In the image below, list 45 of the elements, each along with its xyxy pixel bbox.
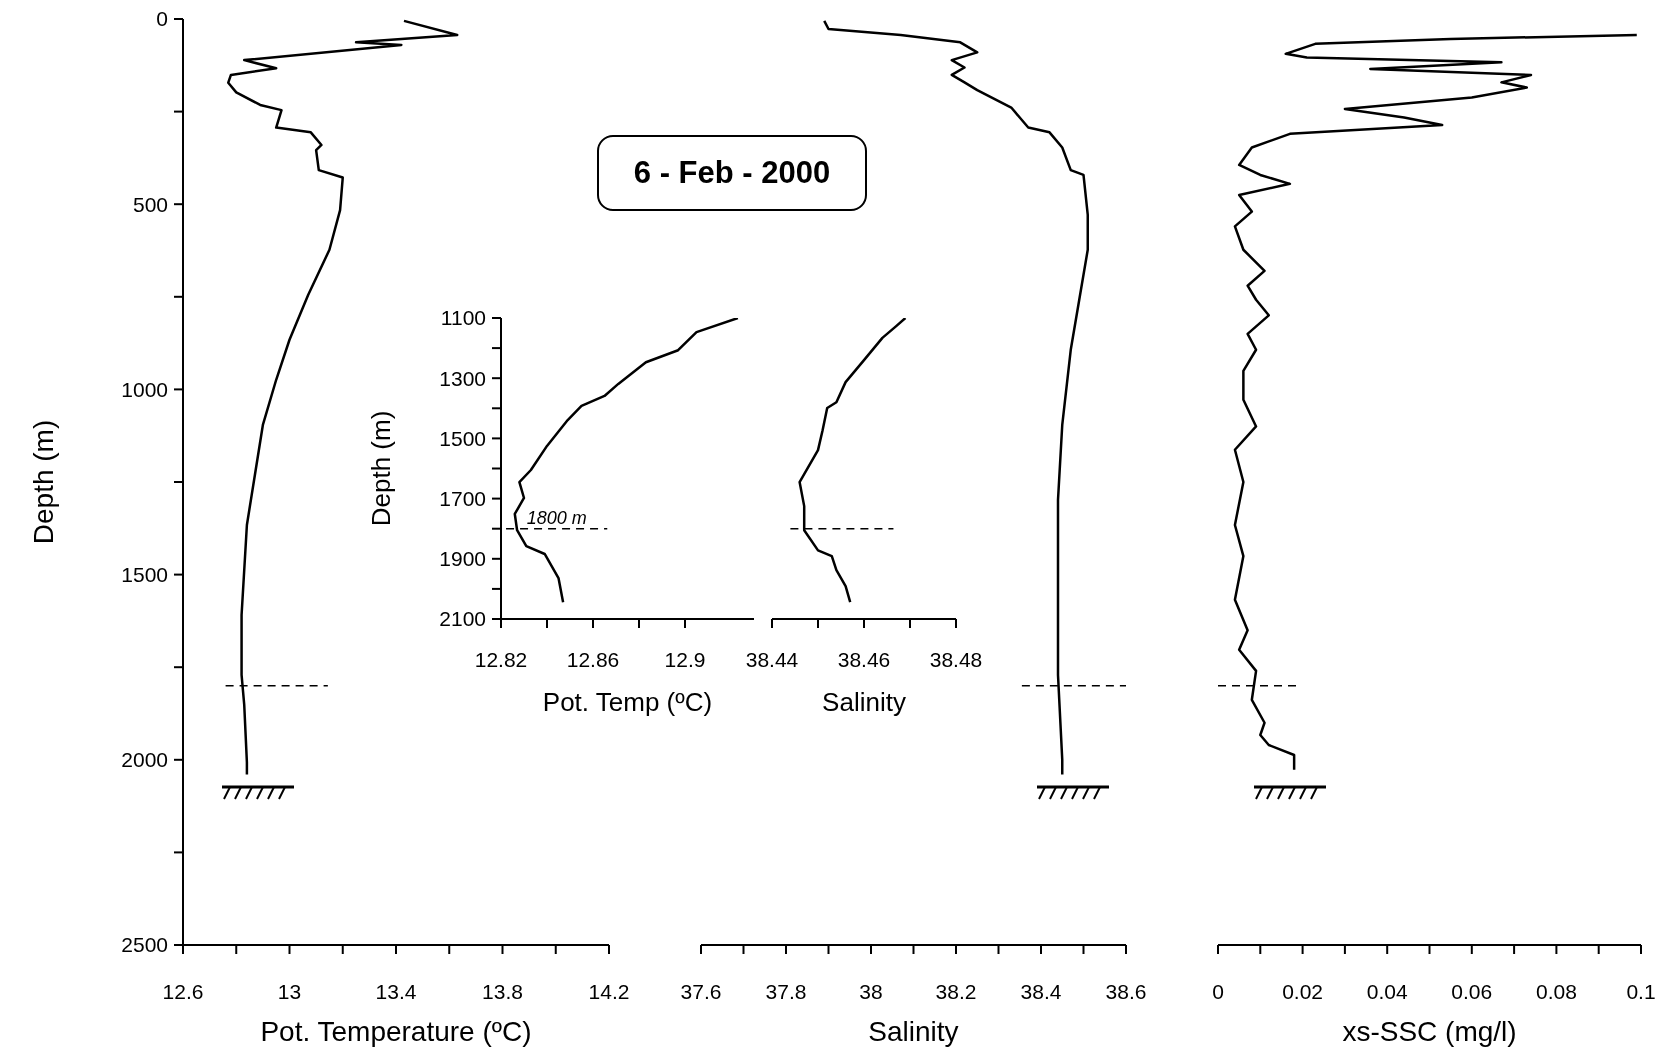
x-tick-label: 38 [859,979,883,1003]
x-tick-label: 0.06 [1451,979,1493,1003]
x-tick-label: 0.08 [1535,979,1577,1003]
y-tick-label: 500 [132,192,168,216]
x-axis-title: Pot. Temperature (ºC) [260,1016,532,1047]
x-tick-label: 14.2 [588,979,630,1003]
x-tick-label: 0 [1212,979,1224,1003]
y-tick-label: 1500 [121,563,168,587]
x-tick-label: 12.86 [566,647,620,671]
x-axis-title: Pot. Temp (ºC) [542,687,713,717]
x-tick-label: 37.8 [765,979,807,1003]
x-tick-label: 38.46 [837,647,891,671]
x-tick-label: 12.6 [162,979,204,1003]
x-tick-label: 38.48 [929,647,983,671]
x-tick-label: 0.02 [1282,979,1324,1003]
y-axis-title: Depth (m) [27,419,59,545]
x-tick-label: 38.2 [935,979,977,1003]
y-tick-label: 1100 [440,306,486,330]
y-tick-label: 2500 [121,933,168,957]
y-tick-label: 1300 [439,366,486,390]
x-tick-label: 13.8 [482,979,523,1003]
x-tick-label: 13.4 [375,979,417,1003]
y-tick-label: 1700 [439,487,486,511]
x-axis-title: xs-SSC (mg/l) [1342,1016,1517,1047]
x-axis-title: Salinity [868,1016,959,1047]
y-tick-label: 1500 [439,426,486,450]
ref-line-label: 1800 m [526,507,587,528]
text: 6 - Feb - 2000 [597,135,867,211]
x-tick-label: 38.4 [1020,979,1062,1003]
x-axis-title: Salinity [822,687,906,717]
y-tick-label: 0 [156,7,168,31]
x-tick-label: 12.82 [474,647,528,671]
x-tick-label: 0.1 [1626,979,1656,1003]
y-axis-title: Depth (m) [366,410,397,527]
x-tick-label: 0.04 [1366,979,1408,1003]
line-series [513,318,740,604]
y-tick-label: 2000 [121,748,168,772]
x-tick-label: 12.9 [664,647,706,671]
x-tick-label: 38.44 [745,647,799,671]
y-tick-label: 2100 [439,607,486,631]
x-tick-label: 38.6 [1105,979,1147,1003]
x-tick-label: 13 [277,979,302,1003]
x-tick-label: 37.6 [680,979,722,1003]
y-tick-label: 1000 [121,377,168,401]
y-tick-label: 1900 [439,547,486,571]
